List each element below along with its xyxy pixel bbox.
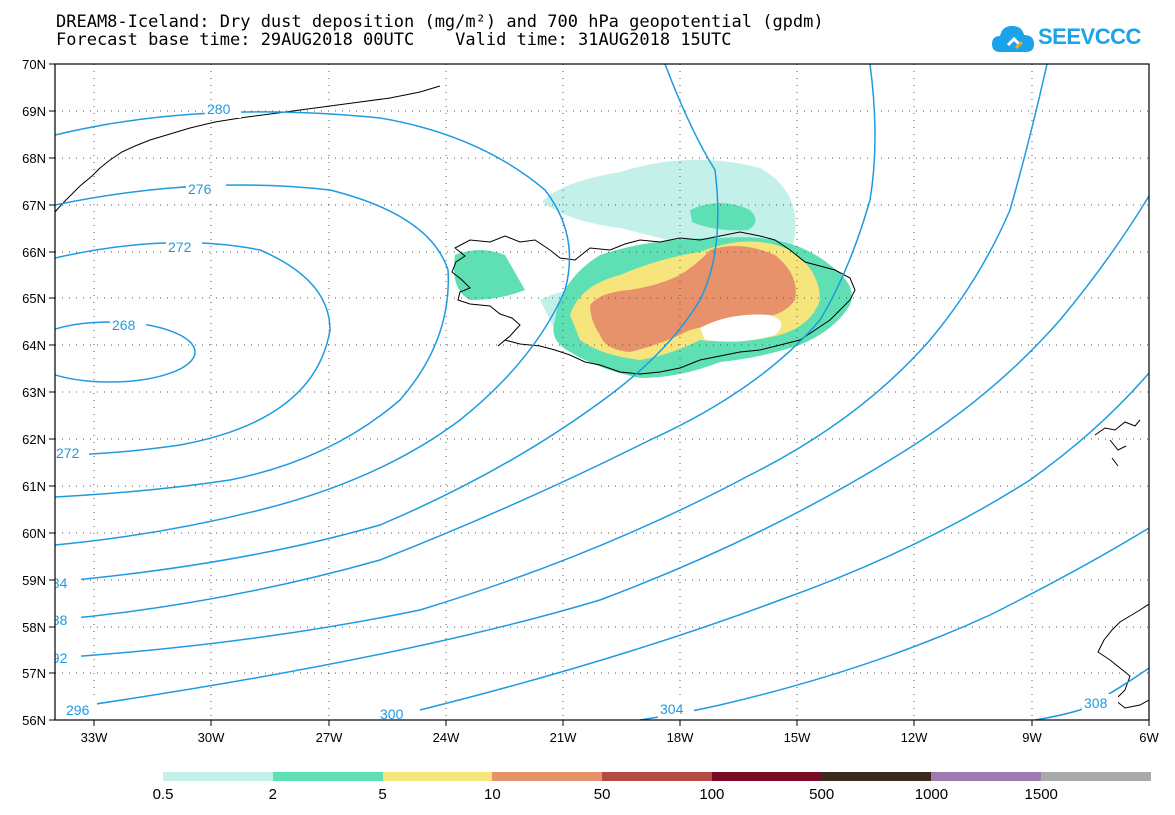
lat-label: 70N: [22, 57, 46, 72]
colorbar-label: 50: [593, 786, 611, 803]
contour-label-292: 292: [44, 650, 68, 666]
logo-text: SEEVCCC: [1038, 24, 1141, 49]
lat-label: 62N: [22, 432, 46, 447]
contour-label-284: 284: [44, 575, 68, 591]
contour-label-276: 276: [188, 181, 212, 197]
coastlines: [55, 85, 1149, 709]
iceland-coastline: [451, 231, 856, 375]
lon-label: 15W: [784, 730, 811, 745]
lat-label: 64N: [22, 338, 46, 353]
contour-label-272-lower: 272: [56, 445, 80, 461]
contour-296: [55, 195, 1149, 711]
deposition-2-5-area-west: [454, 250, 525, 300]
colorbar-segment: [821, 772, 932, 781]
colorbar-label: 2: [268, 786, 277, 803]
contour-label-272-upper: 272: [168, 239, 192, 255]
colorbar-segment: [1041, 772, 1152, 781]
contour-label-268: 268: [112, 317, 136, 333]
contour-276: [55, 184, 450, 498]
lon-label: 21W: [550, 730, 577, 745]
deposition-2-5-area-north: [690, 203, 756, 231]
lat-label: 68N: [22, 151, 46, 166]
colorbar-segment: [711, 772, 822, 781]
seevccc-logo: SEEVCCC: [990, 18, 1141, 62]
contour-300: [419, 372, 1149, 711]
contour-304: [639, 527, 1149, 720]
lon-label: 24W: [433, 730, 460, 745]
contour-288: [55, 64, 876, 621]
colorbar-segment: [492, 772, 603, 781]
lon-label: 12W: [901, 730, 928, 745]
lon-label: 6W: [1139, 730, 1159, 745]
greenland-coastline: [55, 85, 441, 213]
cloud-logo-icon: [992, 26, 1034, 52]
lon-label: 27W: [316, 730, 343, 745]
colorbar-label: 0.5: [152, 786, 174, 803]
dust-deposition-field: [454, 159, 852, 378]
colorbar-segment: [602, 772, 712, 781]
colorbar-label: 100: [699, 786, 725, 803]
contour-label-288: 288: [44, 612, 68, 628]
contour-label-300: 300: [380, 706, 404, 722]
longitude-labels: 33W 30W 27W 24W 21W 18W 15W 12W 9W 6W: [81, 730, 1160, 745]
lon-label: 9W: [1022, 730, 1042, 745]
contour-labels: 280 276 272 268 272 284 288 292 296 300 …: [44, 100, 1118, 722]
faroe-islands-coastline: [1094, 419, 1141, 467]
lon-label: 30W: [198, 730, 225, 745]
lon-label: 33W: [81, 730, 108, 745]
deposition-colorbar: [163, 772, 1152, 781]
colorbar-label: 5: [378, 786, 387, 803]
contour-308: [1034, 667, 1149, 720]
lat-label: 63N: [22, 385, 46, 400]
lon-label: 18W: [667, 730, 694, 745]
geopotential-contours: [55, 64, 1149, 720]
scotland-coastline: [1097, 603, 1149, 709]
map-title-line-2: Forecast base time: 29AUG2018 00UTC Vali…: [56, 30, 732, 50]
map-title-line-1: DREAM8-Iceland: Dry dust deposition (mg/…: [56, 12, 824, 32]
colorbar-label: 1500: [1024, 786, 1058, 803]
contour-284: [55, 64, 719, 583]
colorbar-segment: [931, 772, 1042, 781]
deposition-10-50-area: [590, 246, 796, 352]
lat-label: 56N: [22, 713, 46, 728]
lat-label: 67N: [22, 198, 46, 213]
deposition-white-gap: [700, 314, 782, 342]
contour-292: [55, 64, 1048, 659]
contour-label-280: 280: [207, 101, 231, 117]
colorbar-labels: 0.5 2 5 10 50 100 500 1000 1500: [0, 786, 1175, 806]
lat-label: 59N: [22, 573, 46, 588]
lat-label: 61N: [22, 479, 46, 494]
lat-label: 69N: [22, 104, 46, 119]
lat-label: 66N: [22, 245, 46, 260]
colorbar-segment: [163, 772, 273, 781]
lat-label: 58N: [22, 620, 46, 635]
colorbar-label: 10: [483, 786, 501, 803]
contour-label-304: 304: [660, 701, 684, 717]
contour-272: [55, 241, 331, 456]
contour-280: [55, 111, 571, 546]
deposition-0.5-2-area: [542, 159, 796, 260]
lat-label: 65N: [22, 291, 46, 306]
lat-label: 57N: [22, 666, 46, 681]
axis-ticks: [49, 63, 1150, 726]
latitude-labels: 70N 69N 68N 67N 66N 65N 64N 63N 62N 61N …: [22, 57, 46, 728]
colorbar-label: 1000: [914, 786, 949, 803]
colorbar-segment: [382, 772, 493, 781]
lat-label: 60N: [22, 526, 46, 541]
colorbar-segment: [272, 772, 383, 781]
contour-label-308: 308: [1084, 695, 1108, 711]
colorbar-label: 500: [809, 786, 835, 803]
graticule: [55, 64, 1149, 720]
contour-label-296: 296: [66, 702, 90, 718]
